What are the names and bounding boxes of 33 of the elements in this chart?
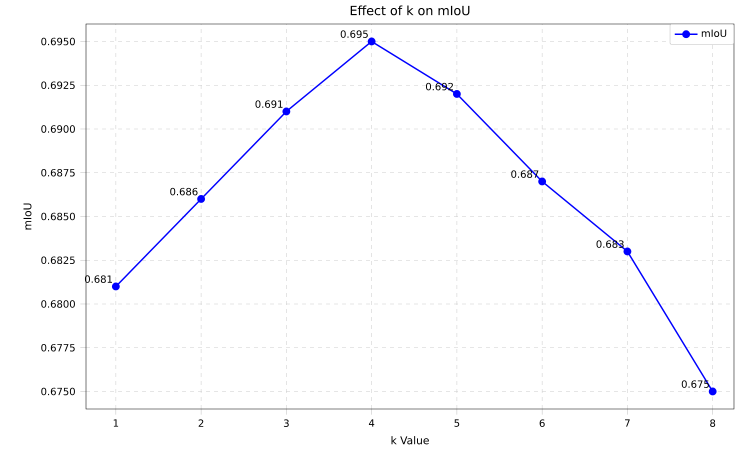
point [538,178,546,186]
point [368,38,376,46]
point [623,248,632,256]
y-tick-label: 0.6825 [41,256,75,264]
y-axis-title: mIoU [24,203,32,230]
y-tick-label: 0.6775 [41,344,75,352]
x-tick-label: 7 [625,419,630,427]
y-tick-label: 0.6800 [41,300,75,308]
y-tick-label: 0.6950 [41,38,75,46]
y-tick-label: 0.6850 [41,212,75,220]
y-tick-label: 0.6875 [41,168,75,177]
data-label: 0.686 [170,188,198,196]
x-tick-label: 6 [540,419,545,427]
point [708,388,717,396]
point [452,90,461,98]
x-tick-label: 8 [710,419,716,427]
data-label: 0.695 [340,30,368,38]
point [112,282,120,290]
chart-title: Effect of k on mIoU [350,5,470,16]
x-axis-title: k Value [392,436,429,444]
y-tick-label: 0.6750 [41,388,75,396]
point [197,195,206,203]
y-tick-label: 0.6900 [41,125,75,133]
legend-label: mIoU [702,30,726,38]
x-tick-label: 2 [198,419,204,427]
x-tick-label: 1 [114,419,118,427]
x-tick-label: 3 [284,419,289,427]
y-tick-label: 0.6925 [41,81,75,90]
x-tick-label: 5 [454,419,460,427]
x-tick-label: 4 [368,419,374,427]
point [282,108,290,116]
data-label: 0.681 [84,275,112,283]
data-label: 0.691 [255,100,283,108]
